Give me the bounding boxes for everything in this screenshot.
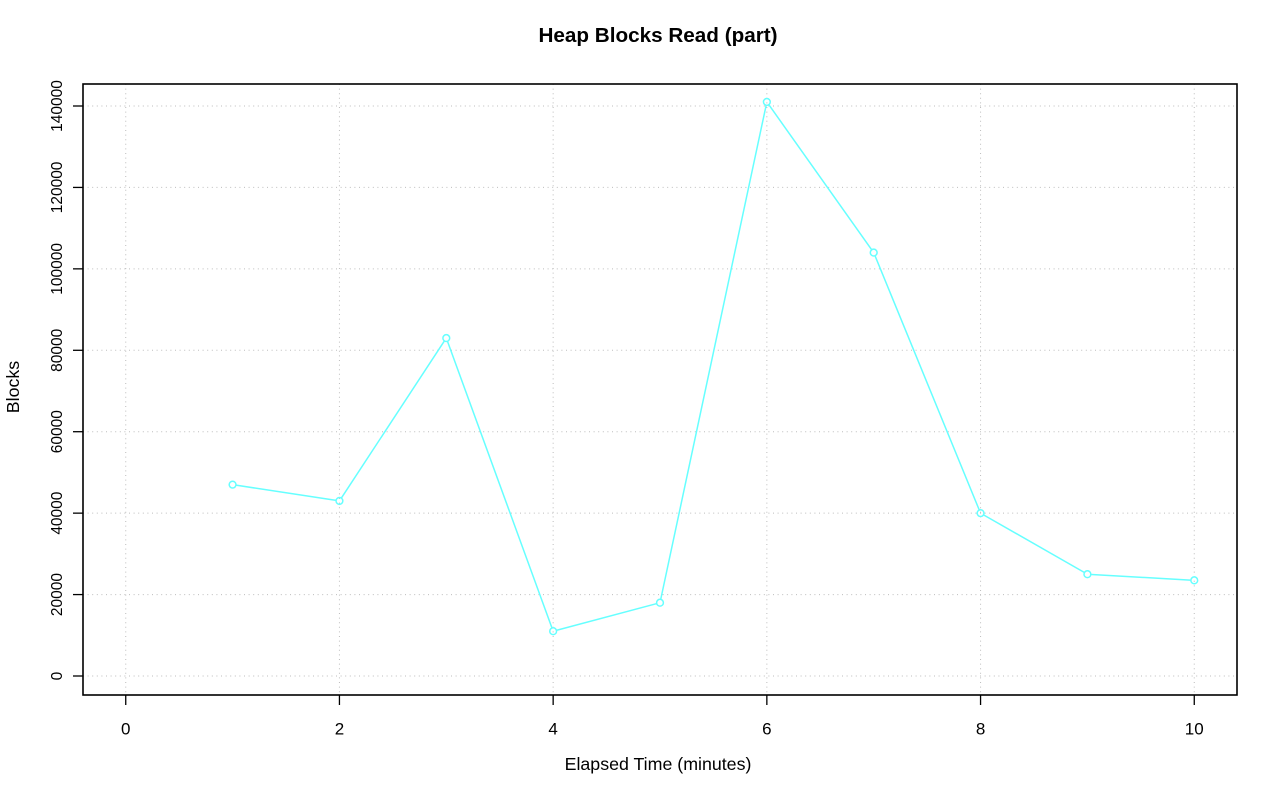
svg-text:Blocks: Blocks bbox=[3, 361, 23, 413]
svg-text:10: 10 bbox=[1185, 720, 1204, 739]
svg-text:0: 0 bbox=[121, 720, 130, 739]
svg-text:140000: 140000 bbox=[49, 80, 66, 132]
svg-text:8: 8 bbox=[976, 720, 985, 739]
svg-text:60000: 60000 bbox=[49, 410, 66, 453]
svg-text:120000: 120000 bbox=[49, 161, 66, 213]
svg-text:20000: 20000 bbox=[49, 573, 66, 616]
svg-text:6: 6 bbox=[762, 720, 771, 739]
svg-text:40000: 40000 bbox=[49, 491, 66, 534]
svg-text:0: 0 bbox=[49, 671, 66, 680]
svg-text:Elapsed Time (minutes): Elapsed Time (minutes) bbox=[565, 754, 752, 774]
svg-text:Heap Blocks Read (part): Heap Blocks Read (part) bbox=[538, 24, 777, 47]
svg-text:80000: 80000 bbox=[49, 328, 66, 371]
svg-text:4: 4 bbox=[548, 720, 557, 739]
svg-text:2: 2 bbox=[335, 720, 344, 739]
svg-text:100000: 100000 bbox=[49, 243, 66, 295]
